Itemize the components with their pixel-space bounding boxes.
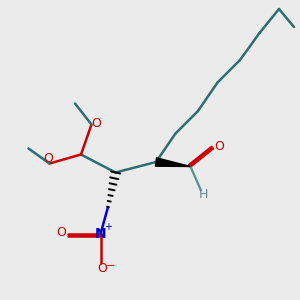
Text: O: O bbox=[91, 116, 101, 130]
Text: −: − bbox=[106, 260, 116, 271]
Text: O: O bbox=[97, 262, 107, 275]
Polygon shape bbox=[155, 158, 190, 167]
Text: +: + bbox=[104, 221, 112, 232]
Text: O: O bbox=[214, 140, 224, 154]
Text: O: O bbox=[57, 226, 66, 239]
Text: O: O bbox=[43, 152, 53, 166]
Text: H: H bbox=[199, 188, 208, 202]
Text: N: N bbox=[95, 227, 106, 241]
